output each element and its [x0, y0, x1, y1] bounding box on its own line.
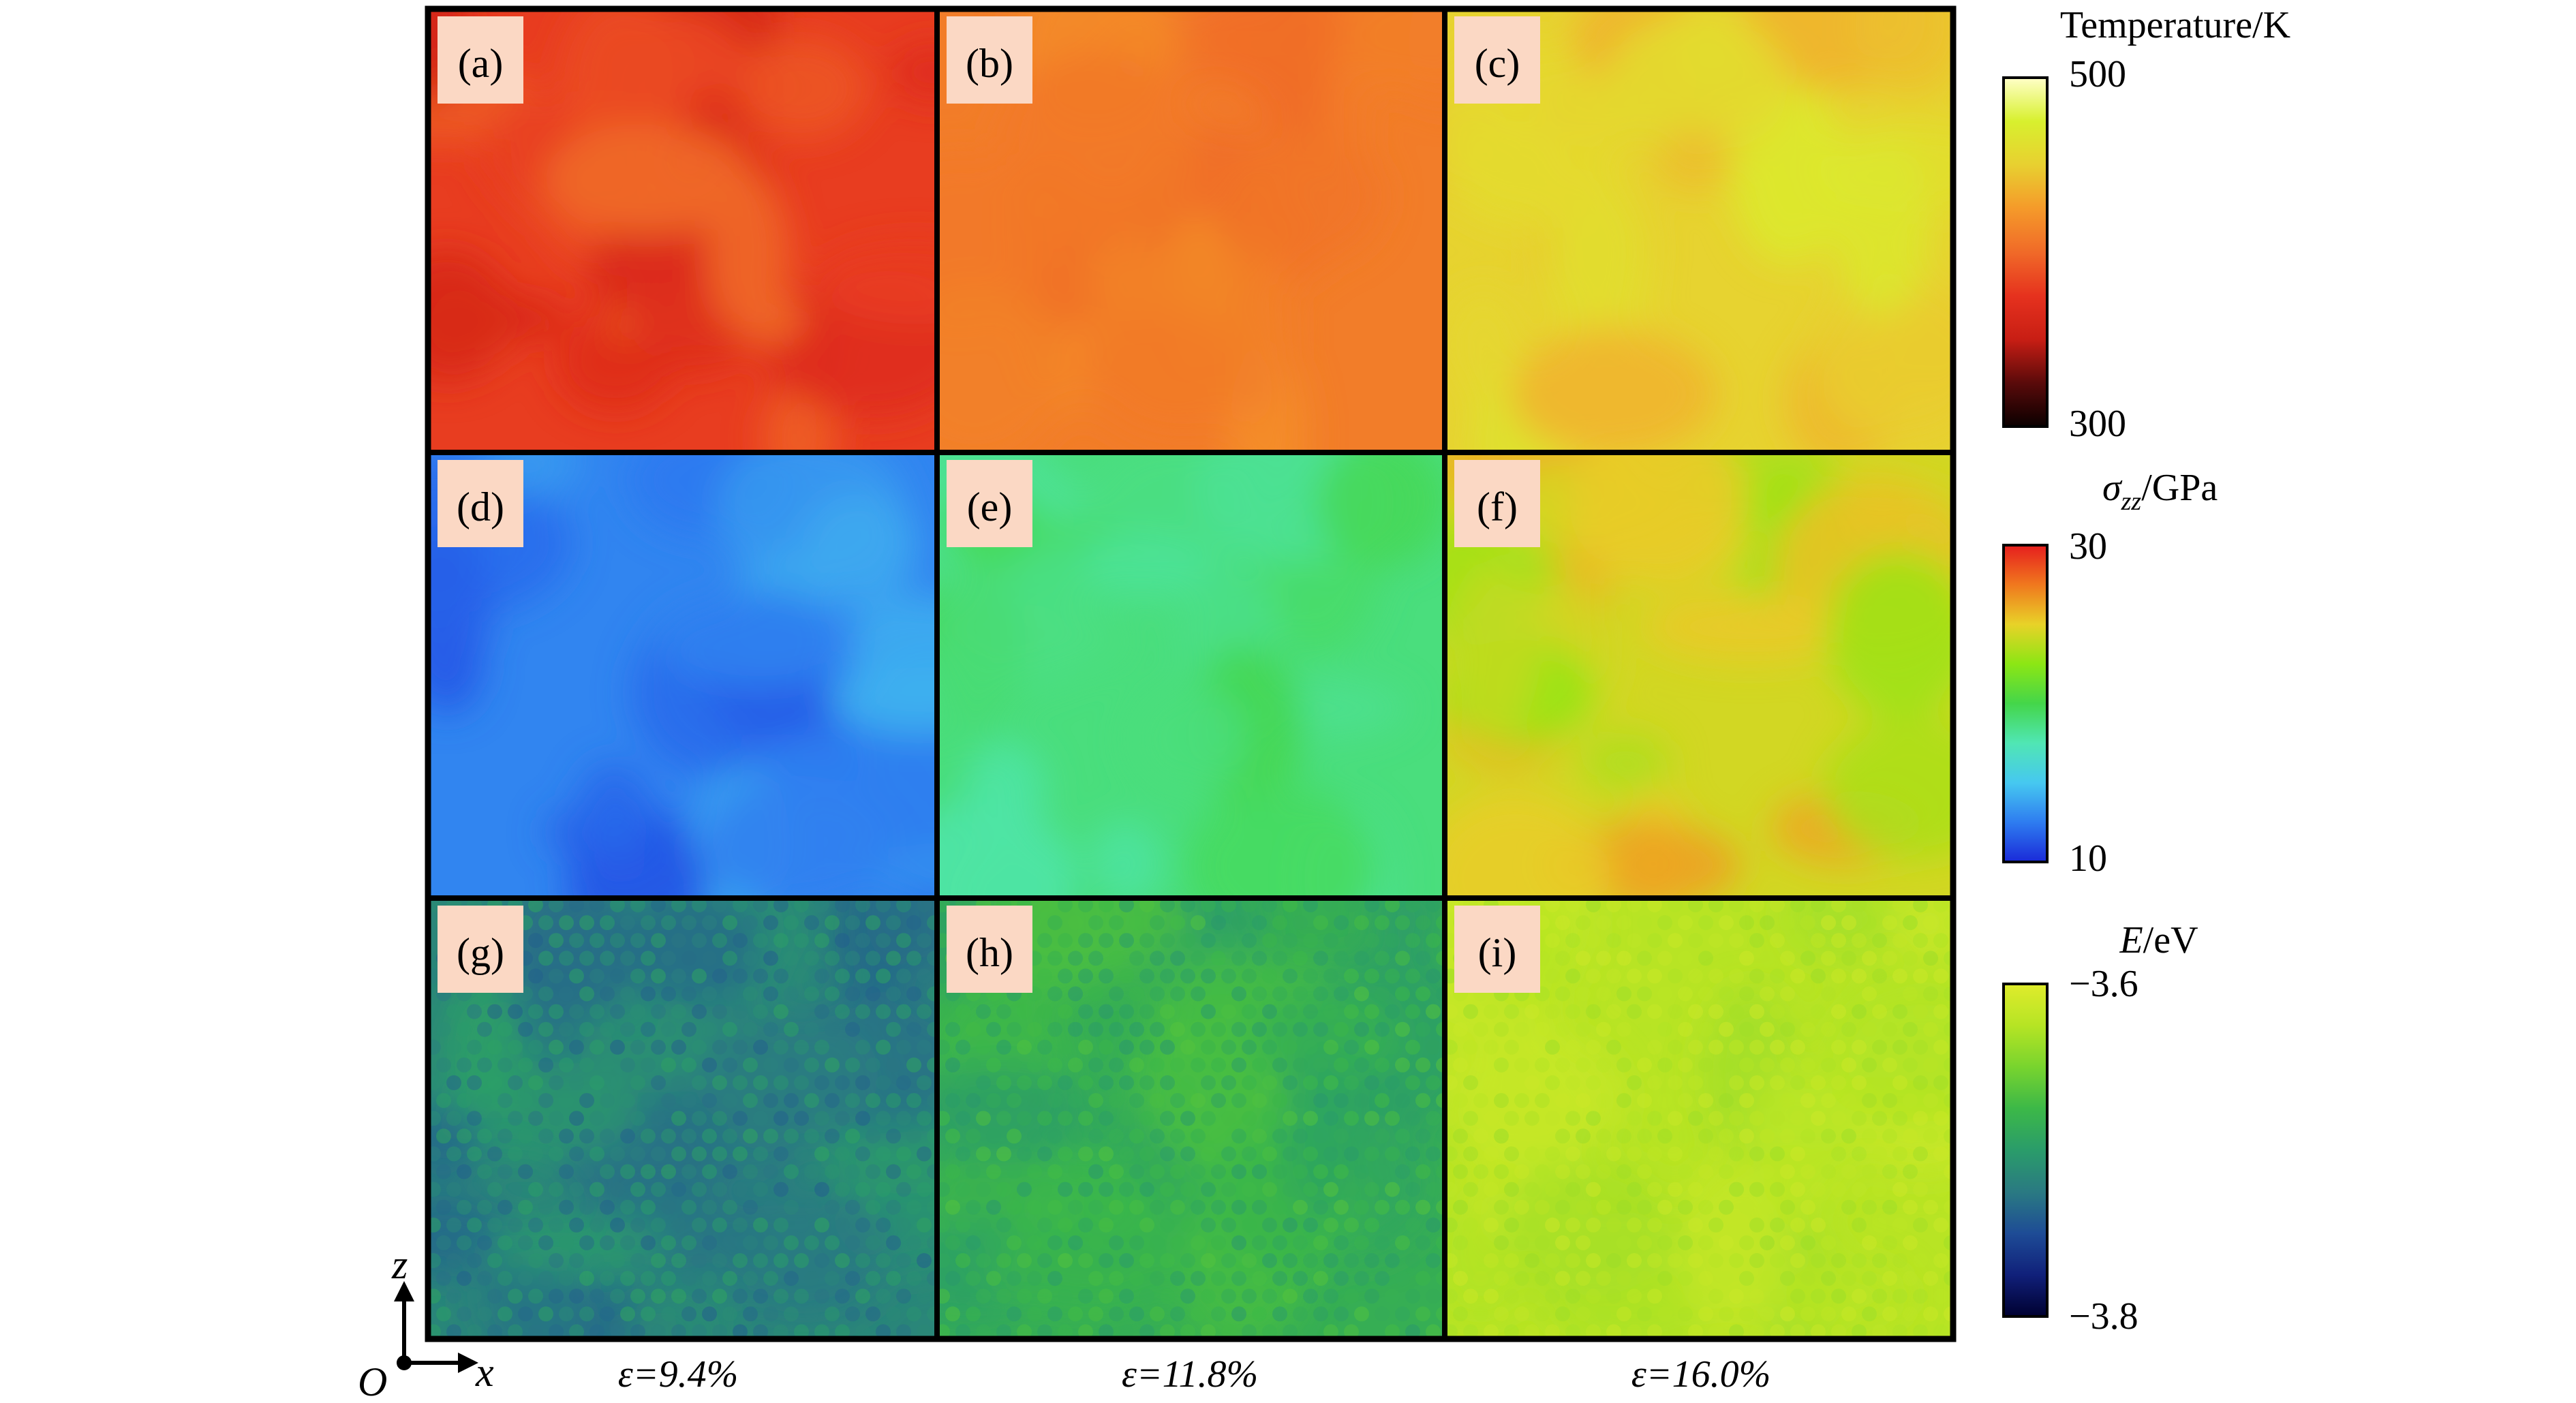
panel-label-box — [438, 16, 523, 104]
colorbar-energy: E/eV −3.6 −3.8 — [2002, 919, 2198, 1338]
energy-title-symbol: E — [2119, 919, 2143, 961]
panel-label-box — [438, 460, 523, 547]
outer-frame — [425, 5, 1957, 1342]
stress-title-subscript: zz — [2121, 487, 2142, 516]
panel-label-box — [947, 460, 1032, 547]
colorbar-temperature-gradient — [2002, 76, 2049, 428]
panel-label-box — [1454, 16, 1540, 104]
panel-field — [428, 9, 937, 452]
colorbar-energy-max: −3.6 — [2069, 963, 2138, 1005]
panel-labels: (a) (b) (c) (d) (e) (f) (g) (h) (i) — [438, 16, 1540, 993]
panel-label-box — [947, 906, 1032, 993]
panel-h — [937, 898, 1445, 1339]
panel-label: (e) — [967, 484, 1013, 529]
stress-title-unit: /GPa — [2141, 467, 2218, 509]
panel-label: (d) — [457, 484, 504, 529]
strain-label-3: ε=16.0% — [1631, 1353, 1771, 1396]
panel-d — [428, 452, 937, 898]
panel-c — [1445, 9, 1953, 452]
panel-field — [937, 9, 1445, 452]
colorbar-temperature-max: 500 — [2069, 53, 2126, 95]
panel-grid — [428, 9, 1953, 1339]
panel-f — [1445, 452, 1953, 898]
colorbar-stress-gradient — [2002, 544, 2049, 863]
strain-labels: ε=9.4% ε=11.8% ε=16.0% — [618, 1353, 1771, 1396]
panel-label-box — [438, 906, 523, 993]
z-arrow-head-icon — [394, 1281, 414, 1301]
axis-indicator: O x z — [358, 1242, 494, 1403]
colorbar-energy-min: −3.8 — [2069, 1295, 2138, 1338]
panel-label: (f) — [1477, 484, 1518, 529]
z-axis-label: z — [391, 1242, 408, 1287]
panel-label-box — [1454, 906, 1540, 993]
colorbar-temperature-title: Temperature/K — [2060, 4, 2290, 46]
colorbar-energy-title: E/eV — [2119, 919, 2198, 961]
panel-field — [1445, 9, 1953, 452]
panel-label: (g) — [457, 930, 504, 975]
colorbar-stress-max: 30 — [2069, 525, 2107, 568]
panel-i — [1445, 898, 1953, 1339]
panel-label: (c) — [1475, 41, 1520, 86]
colorbar-energy-gradient — [2002, 983, 2049, 1318]
panel-a — [428, 9, 937, 452]
panel-label-box — [1454, 460, 1540, 547]
colorbar-stress: σzz/GPa 30 10 — [2002, 467, 2218, 880]
colorbar-stress-title: σzz/GPa — [2102, 467, 2218, 516]
panel-field — [1445, 452, 1953, 898]
panel-label-box — [947, 16, 1032, 104]
panel-field — [937, 452, 1445, 898]
panel-label: (i) — [1478, 930, 1517, 975]
x-axis-label: x — [475, 1350, 494, 1395]
colorbar-stress-min: 10 — [2069, 837, 2107, 880]
colorbar-temperature: Temperature/K 500 300 — [2002, 4, 2290, 445]
origin-dot — [397, 1355, 412, 1370]
panel-label: (b) — [966, 41, 1013, 86]
colorbar-temperature-min: 300 — [2069, 403, 2126, 445]
origin-label: O — [358, 1359, 387, 1403]
stress-title-symbol: σ — [2102, 467, 2123, 509]
panel-label: (h) — [966, 930, 1013, 975]
strain-label-1: ε=9.4% — [618, 1353, 739, 1396]
x-arrow-head-icon — [458, 1353, 478, 1373]
panel-label: (a) — [458, 41, 504, 86]
atom-lattice — [937, 898, 1445, 1339]
energy-title-unit: /eV — [2143, 919, 2198, 961]
grid-frame — [425, 5, 1957, 1342]
strain-label-2: ε=11.8% — [1122, 1353, 1258, 1396]
